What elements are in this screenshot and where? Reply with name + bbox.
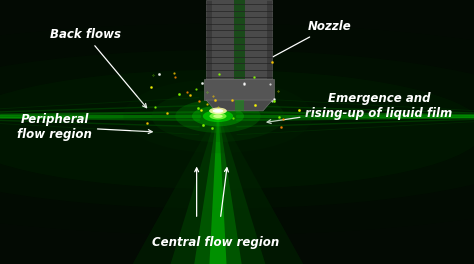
Text: Emergence and
rising-up of liquid film: Emergence and rising-up of liquid film (267, 92, 453, 124)
Polygon shape (133, 119, 303, 264)
Ellipse shape (175, 100, 261, 133)
Text: Peripheral
flow region: Peripheral flow region (17, 113, 152, 141)
Bar (204, 79, 274, 100)
Polygon shape (171, 119, 265, 264)
Polygon shape (235, 100, 244, 111)
Ellipse shape (213, 109, 223, 113)
Bar (234, 0, 245, 79)
Polygon shape (206, 100, 273, 111)
Ellipse shape (192, 106, 244, 126)
Polygon shape (210, 119, 227, 264)
Bar (212, 0, 267, 79)
Ellipse shape (203, 110, 233, 122)
Text: Nozzle: Nozzle (260, 20, 351, 64)
Bar (206, 0, 273, 79)
Ellipse shape (209, 108, 227, 114)
Ellipse shape (0, 24, 474, 235)
Text: Back flows: Back flows (50, 28, 146, 108)
Ellipse shape (0, 70, 474, 189)
Ellipse shape (0, 50, 474, 209)
Ellipse shape (152, 90, 284, 142)
Ellipse shape (215, 110, 221, 112)
Polygon shape (194, 119, 242, 264)
Ellipse shape (213, 114, 223, 118)
Text: Central flow region: Central flow region (152, 236, 279, 249)
Ellipse shape (210, 113, 227, 120)
Ellipse shape (123, 79, 313, 153)
